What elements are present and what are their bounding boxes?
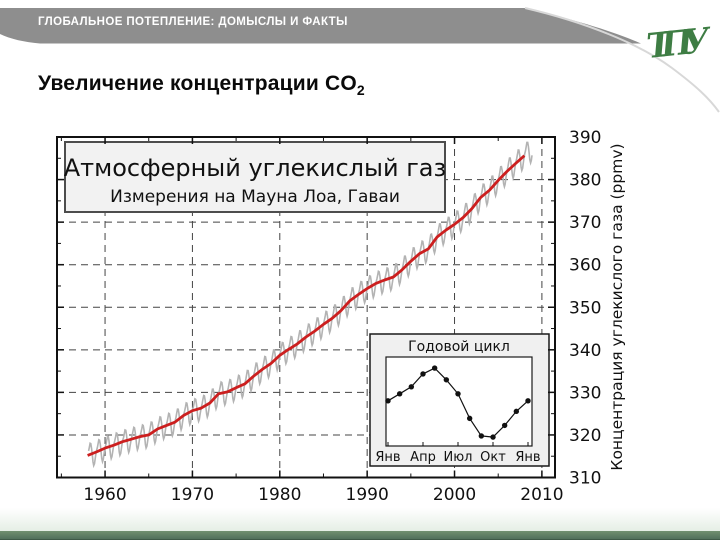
y-axis-title: Концентрация углекислого газа (ppmv)	[608, 143, 626, 470]
chart-title-box: Атмосферный углекислый газ Измерения на …	[64, 141, 447, 213]
y-tick-label: 350	[569, 298, 601, 318]
y-tick-label: 380	[569, 171, 601, 191]
inset-month-label: Июл	[444, 450, 473, 465]
y-tick-label: 320	[569, 426, 601, 446]
footer-bar	[0, 531, 720, 540]
data-curves	[87, 141, 533, 469]
inset-cycle-curve	[385, 365, 531, 440]
header-decoration: ТПУ	[0, 7, 720, 113]
inset-month-label: Окт	[480, 450, 506, 465]
y-tick-label: 360	[569, 256, 601, 276]
y-tick-label: 340	[569, 341, 601, 361]
axis-ticks	[57, 136, 555, 479]
inset-month-label: Апр	[410, 450, 436, 465]
inset-title: Годовой цикл	[408, 339, 510, 355]
y-tick-label: 390	[569, 128, 601, 148]
page-title-subscript: 2	[356, 82, 365, 99]
x-tick-label: 1970	[171, 485, 214, 505]
x-tick-label: 1980	[258, 485, 301, 505]
x-tick-label: 2000	[433, 485, 476, 505]
chart-title: Атмосферный углекислый газ	[64, 154, 447, 182]
y-tick-label: 370	[569, 213, 601, 233]
header-bar-shape	[0, 8, 641, 44]
axis-tick-labels: 1960 1970 1980 1990 2000 2010 310 320 330 340 350 3…	[83, 128, 601, 505]
annual-cycle-inset: Годовой цикл Янв Апр Июл Окт Янв	[369, 333, 550, 467]
x-tick-label: 1990	[346, 485, 389, 505]
page-title: Увеличение концентрации CO2	[38, 72, 638, 98]
x-tick-label: 1960	[83, 485, 126, 505]
header-swoosh-arc	[524, 7, 720, 113]
chart-subtitle: Измерения на Мауна Лоа, Гаваи	[110, 187, 400, 207]
inset-plot-box	[385, 356, 533, 447]
inset-month-label: Янв	[375, 450, 400, 465]
grid-lines	[57, 137, 555, 478]
inset-month-label: Янв	[515, 450, 540, 465]
x-tick-label: 2010	[520, 485, 563, 505]
seasonal-curve	[87, 141, 533, 469]
inset-month-labels: Янв Апр Июл Окт Янв	[375, 442, 541, 465]
y-tick-label: 310	[569, 469, 601, 489]
footer-gradient	[0, 508, 720, 532]
y-tick-label: 330	[569, 383, 601, 403]
trend-curve	[87, 154, 526, 457]
slide-header-title: ГЛОБАЛЬНОЕ ПОТЕПЛЕНИЕ: ДОМЫСЛЫ И ФАКТЫ	[38, 16, 348, 28]
page-title-text: Увеличение концентрации CO	[38, 72, 357, 95]
